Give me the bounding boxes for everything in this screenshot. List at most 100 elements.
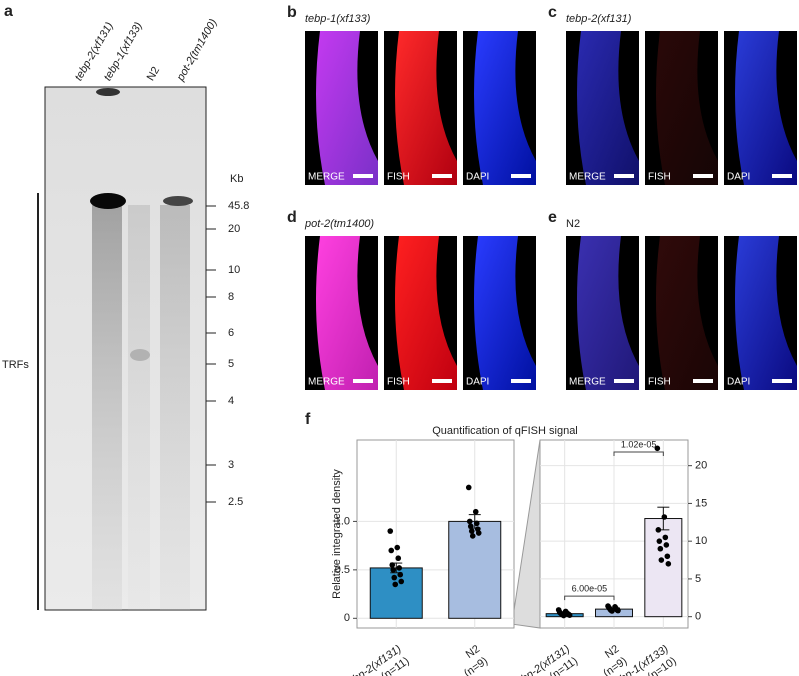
image-label: FISH [648, 377, 671, 388]
lane-smear [160, 205, 190, 610]
panel-title: pot-2(tm1400) [304, 218, 374, 230]
significance-label: 6.00e-05 [572, 583, 608, 593]
point [465, 484, 472, 491]
x-tick-note: (n=9) [462, 655, 490, 676]
point [390, 567, 397, 573]
well [96, 88, 120, 96]
image-label: FISH [387, 377, 410, 388]
image-label: DAPI [727, 377, 750, 388]
scale-bar [772, 379, 792, 383]
scale-bar [614, 379, 634, 383]
y-tick-label: 1.0 [335, 515, 350, 527]
scale-bar [511, 174, 531, 178]
marker-label: 2.5 [228, 496, 243, 508]
worm [316, 31, 378, 185]
scale-bar [353, 379, 373, 383]
point [665, 561, 672, 567]
point [398, 578, 405, 585]
point [609, 608, 615, 614]
bar [644, 518, 683, 618]
band [130, 349, 150, 361]
scale-bar [772, 174, 792, 178]
panel-label: f [305, 411, 311, 428]
marker-label: 3 [228, 459, 234, 471]
marker-label: 6 [228, 327, 234, 339]
y-tick-label: 5 [695, 573, 701, 585]
point [615, 607, 621, 614]
point [661, 514, 668, 520]
image-label: FISH [387, 172, 410, 183]
point [468, 528, 475, 534]
point [655, 527, 662, 533]
band [163, 196, 193, 206]
y-tick-label: 0 [695, 611, 701, 623]
image-label: MERGE [569, 377, 606, 388]
point [397, 571, 404, 578]
scale-bar [511, 379, 531, 383]
y-tick-label: 20 [695, 460, 707, 472]
point [466, 518, 473, 525]
panel-title: tebp-2(xf131) [566, 13, 632, 25]
panel-label: c [548, 4, 557, 21]
image-label: MERGE [569, 172, 606, 183]
y-axis-label: Relative integrated density [331, 469, 343, 599]
worm [735, 236, 797, 390]
point [566, 612, 573, 618]
point [389, 562, 396, 568]
worm [395, 236, 457, 390]
chart-title: Quantification of qFISH signal [432, 425, 578, 437]
worm [656, 31, 718, 185]
worm [735, 31, 797, 185]
point [388, 547, 395, 554]
image-label: MERGE [308, 377, 345, 388]
point [391, 574, 398, 581]
y-tick-label: 10 [695, 535, 707, 547]
point [394, 544, 401, 551]
point [663, 542, 670, 548]
image-label: DAPI [727, 172, 750, 183]
panel-label: a [4, 3, 13, 20]
bar [369, 567, 423, 619]
marker-label: 8 [228, 291, 234, 303]
point [396, 565, 403, 571]
worm [656, 236, 718, 390]
point [387, 528, 394, 534]
marker-label: 45.8 [228, 200, 249, 212]
point [467, 523, 474, 530]
unit-label: Kb [230, 173, 243, 185]
lane-smear [92, 205, 122, 610]
marker-label: 10 [228, 264, 240, 276]
zoom-wedge [513, 439, 541, 629]
scale-bar [432, 379, 452, 383]
scale-bar [693, 174, 713, 178]
significance-bracket [613, 451, 664, 456]
image-label: DAPI [466, 377, 489, 388]
bracket-label: TRFs [2, 359, 29, 371]
y-tick-label: 15 [695, 497, 707, 509]
point [664, 553, 671, 560]
panel-label: d [287, 209, 297, 226]
y-tick-label: 0.5 [335, 564, 350, 576]
image-label: MERGE [308, 172, 345, 183]
panel-label: b [287, 4, 297, 21]
marker-label: 4 [228, 395, 234, 407]
gel [44, 86, 207, 611]
worm [316, 236, 378, 390]
scale-bar [353, 174, 373, 178]
y-tick-label: 0 [344, 612, 350, 624]
significance-label: 1.02e-05 [621, 439, 657, 449]
marker-label: 5 [228, 358, 234, 370]
point [656, 538, 663, 544]
point [472, 508, 479, 515]
lane-label: N2 [145, 65, 162, 83]
point [469, 533, 476, 539]
significance-bracket [564, 595, 615, 601]
image-label: FISH [648, 172, 671, 183]
worm [577, 31, 639, 185]
marker-label: 20 [228, 223, 240, 235]
point [658, 557, 665, 563]
worm [474, 236, 536, 390]
panel-title: N2 [566, 218, 580, 230]
scale-bar [693, 379, 713, 383]
